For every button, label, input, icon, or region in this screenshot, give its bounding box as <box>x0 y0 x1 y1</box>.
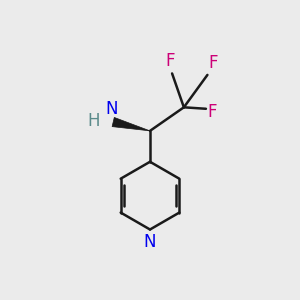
Text: F: F <box>166 52 175 70</box>
Text: F: F <box>208 54 218 72</box>
Text: N: N <box>106 100 118 118</box>
Text: F: F <box>207 103 217 121</box>
Text: H: H <box>87 112 99 130</box>
Polygon shape <box>112 117 150 131</box>
Text: N: N <box>144 233 156 251</box>
